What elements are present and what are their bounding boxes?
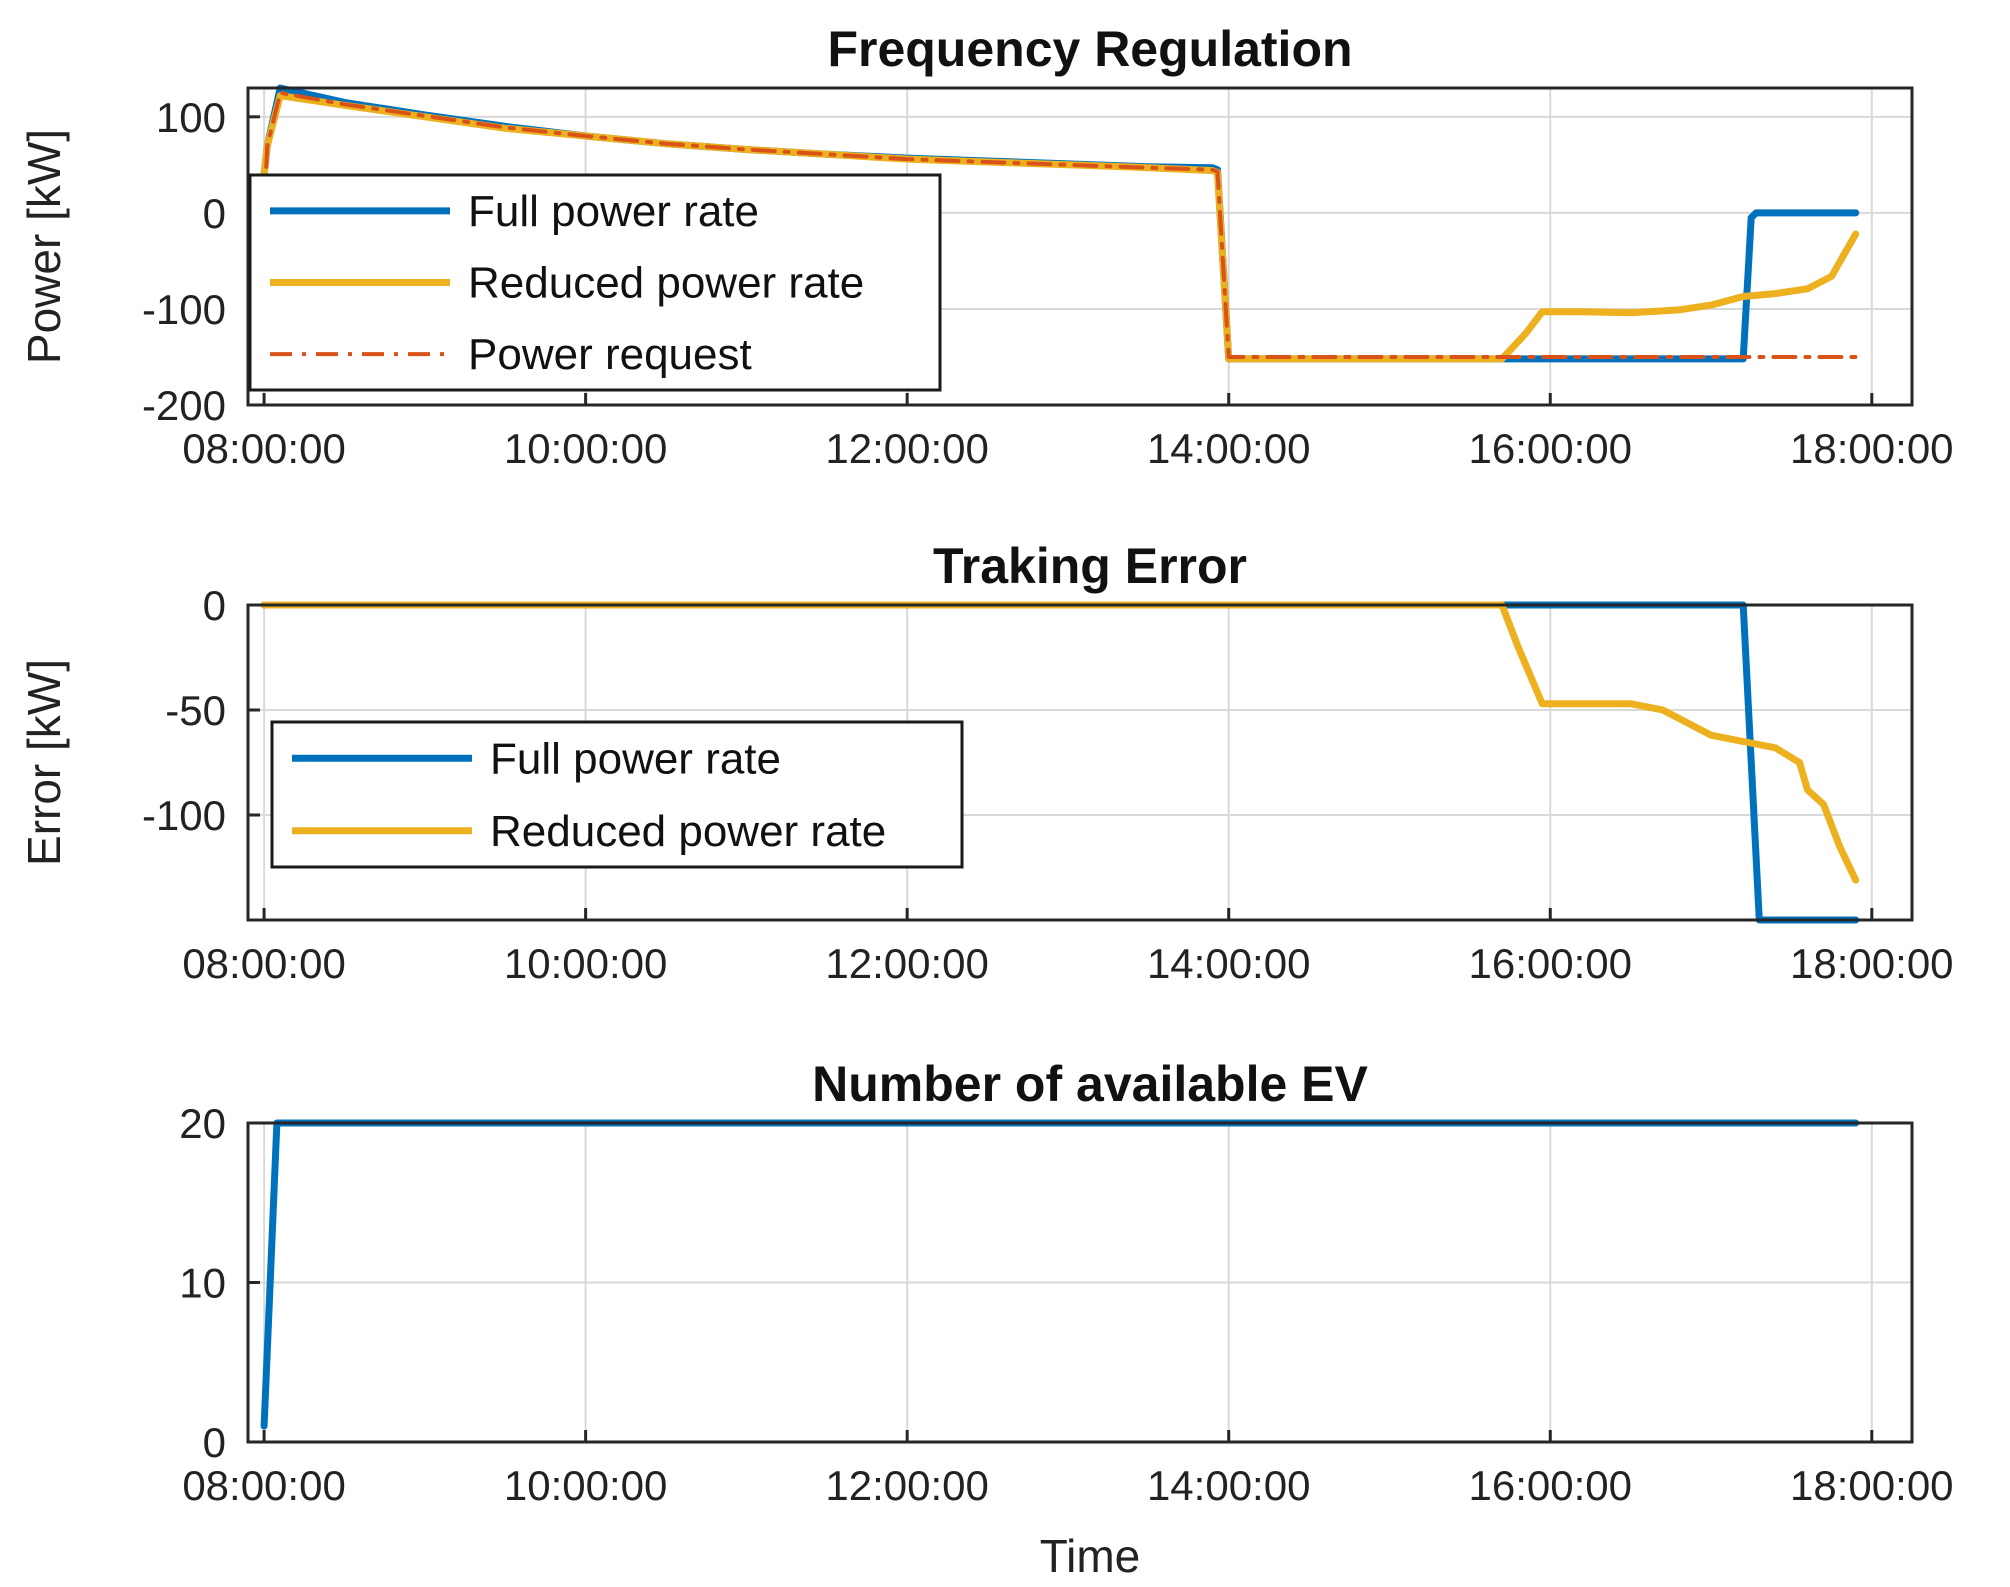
x-tick-label: 16:00:00: [1469, 1462, 1633, 1509]
x-tick-label: 16:00:00: [1469, 940, 1633, 987]
chart-title: Traking Error: [933, 538, 1247, 594]
x-tick-label: 12:00:00: [825, 940, 989, 987]
y-tick-label: -200: [142, 382, 226, 429]
series-line-reduced-power-rate: [260, 601, 1860, 884]
chart-panel-3: 08:00:00 10:00:00 12:00:00 14:00:00 16:00:00…: [179, 1056, 1953, 1582]
series-line-power-request: [262, 90, 1858, 359]
y-tick-label: -100: [142, 286, 226, 333]
legend-label: Reduced power rate: [490, 807, 886, 856]
x-tick-label: 18:00:00: [1790, 940, 1954, 987]
chart-panel-1: 08:00:00 10:00:00 12:00:00 14:00:00 16:00:00…: [18, 21, 1954, 472]
y-tick-label: 0: [203, 582, 226, 629]
x-tick-label: 14:00:00: [1147, 1462, 1311, 1509]
x-tick-label: 08:00:00: [182, 1462, 346, 1509]
x-tick-label: 10:00:00: [504, 425, 668, 472]
y-tick-label: 0: [203, 190, 226, 237]
x-tick-label: 14:00:00: [1147, 940, 1311, 987]
x-tick-label: 12:00:00: [825, 1462, 989, 1509]
legend: Full power rate Reduced power rate Power r…: [248, 173, 942, 392]
y-tick-label: 100: [156, 94, 226, 141]
y-tick-label: 20: [179, 1100, 226, 1147]
legend-label: Full power rate: [490, 734, 781, 783]
x-tick-label: 08:00:00: [182, 425, 346, 472]
legend-box: [270, 720, 964, 869]
x-tick-label: 18:00:00: [1790, 1462, 1954, 1509]
y-axis-label: Power [kW]: [18, 129, 70, 364]
x-tick-label: 16:00:00: [1469, 425, 1633, 472]
x-tick-label: 10:00:00: [504, 1462, 668, 1509]
legend-label: Reduced power rate: [468, 259, 864, 308]
x-tick-label: 10:00:00: [504, 940, 668, 987]
y-tick-label: -100: [142, 792, 226, 839]
x-tick-label: 18:00:00: [1790, 425, 1954, 472]
plot-frame: [246, 86, 1914, 407]
y-tick-label: -50: [165, 687, 226, 734]
y-tick-label: 0: [203, 1419, 226, 1466]
chart-panel-2: 08:00:00 10:00:00 12:00:00 14:00:00 16:00:00…: [18, 538, 1954, 987]
plot-frame: [246, 603, 1914, 922]
legend-label: Full power rate: [468, 187, 759, 236]
x-tick-label: 14:00:00: [1147, 425, 1311, 472]
x-tick-label: 08:00:00: [182, 940, 346, 987]
y-tick-label: 10: [179, 1260, 226, 1307]
chart-title: Number of available EV: [812, 1056, 1368, 1112]
chart-title: Frequency Regulation: [827, 21, 1352, 77]
legend-label: Power request: [468, 330, 752, 379]
x-tick-label: 12:00:00: [825, 425, 989, 472]
legend: Full power rate Reduced power rate: [270, 720, 964, 869]
y-axis-label: Error [kW]: [18, 659, 70, 866]
x-axis-label: Time: [1040, 1530, 1141, 1582]
